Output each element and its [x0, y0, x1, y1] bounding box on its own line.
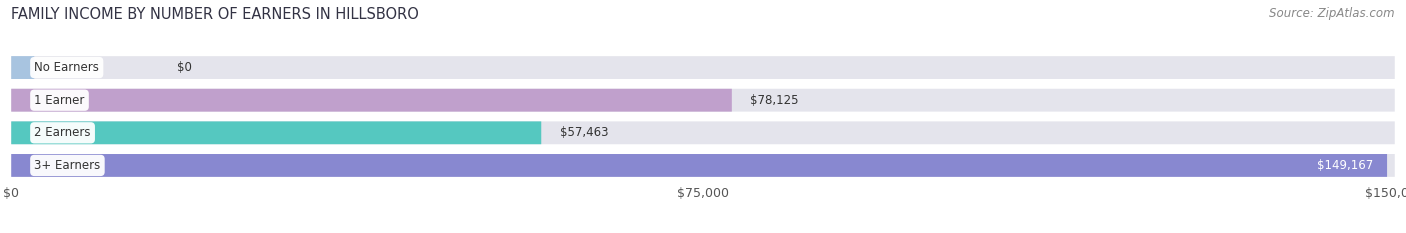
FancyBboxPatch shape	[11, 121, 1395, 144]
Text: FAMILY INCOME BY NUMBER OF EARNERS IN HILLSBORO: FAMILY INCOME BY NUMBER OF EARNERS IN HI…	[11, 7, 419, 22]
FancyBboxPatch shape	[11, 89, 1395, 112]
FancyBboxPatch shape	[11, 89, 733, 112]
FancyBboxPatch shape	[11, 56, 34, 79]
FancyBboxPatch shape	[11, 154, 1388, 177]
Text: 2 Earners: 2 Earners	[34, 126, 91, 139]
Text: $57,463: $57,463	[560, 126, 609, 139]
Text: 3+ Earners: 3+ Earners	[34, 159, 101, 172]
FancyBboxPatch shape	[11, 121, 541, 144]
Text: Source: ZipAtlas.com: Source: ZipAtlas.com	[1270, 7, 1395, 20]
Text: No Earners: No Earners	[34, 61, 100, 74]
Text: 1 Earner: 1 Earner	[34, 94, 84, 107]
Text: $149,167: $149,167	[1317, 159, 1374, 172]
Text: $0: $0	[177, 61, 193, 74]
FancyBboxPatch shape	[11, 56, 1395, 79]
FancyBboxPatch shape	[11, 154, 1395, 177]
Text: $78,125: $78,125	[751, 94, 799, 107]
